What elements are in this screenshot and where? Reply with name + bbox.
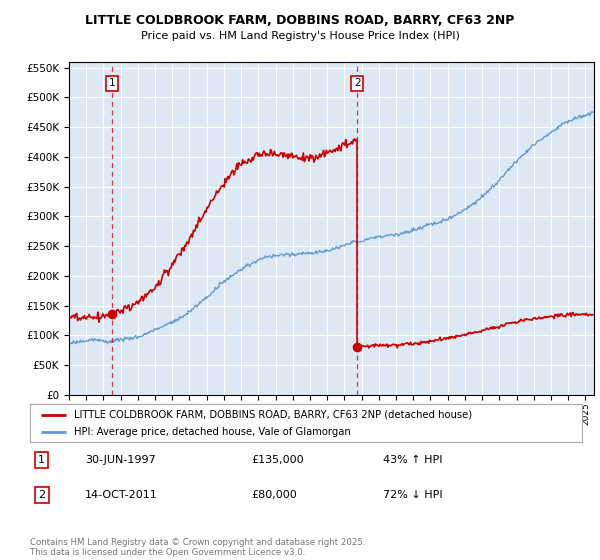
Text: HPI: Average price, detached house, Vale of Glamorgan: HPI: Average price, detached house, Vale… [74, 427, 351, 437]
Text: 30-JUN-1997: 30-JUN-1997 [85, 455, 156, 465]
Text: LITTLE COLDBROOK FARM, DOBBINS ROAD, BARRY, CF63 2NP: LITTLE COLDBROOK FARM, DOBBINS ROAD, BAR… [85, 14, 515, 27]
Text: Price paid vs. HM Land Registry's House Price Index (HPI): Price paid vs. HM Land Registry's House … [140, 31, 460, 41]
Text: LITTLE COLDBROOK FARM, DOBBINS ROAD, BARRY, CF63 2NP (detached house): LITTLE COLDBROOK FARM, DOBBINS ROAD, BAR… [74, 409, 472, 419]
Text: £80,000: £80,000 [251, 490, 296, 500]
Text: £135,000: £135,000 [251, 455, 304, 465]
Text: 1: 1 [38, 455, 45, 465]
Text: 1: 1 [109, 78, 115, 88]
Text: 43% ↑ HPI: 43% ↑ HPI [383, 455, 443, 465]
Text: 14-OCT-2011: 14-OCT-2011 [85, 490, 158, 500]
Text: 2: 2 [38, 490, 46, 500]
Text: 2: 2 [354, 78, 361, 88]
Text: Contains HM Land Registry data © Crown copyright and database right 2025.
This d: Contains HM Land Registry data © Crown c… [30, 538, 365, 557]
Text: 72% ↓ HPI: 72% ↓ HPI [383, 490, 443, 500]
